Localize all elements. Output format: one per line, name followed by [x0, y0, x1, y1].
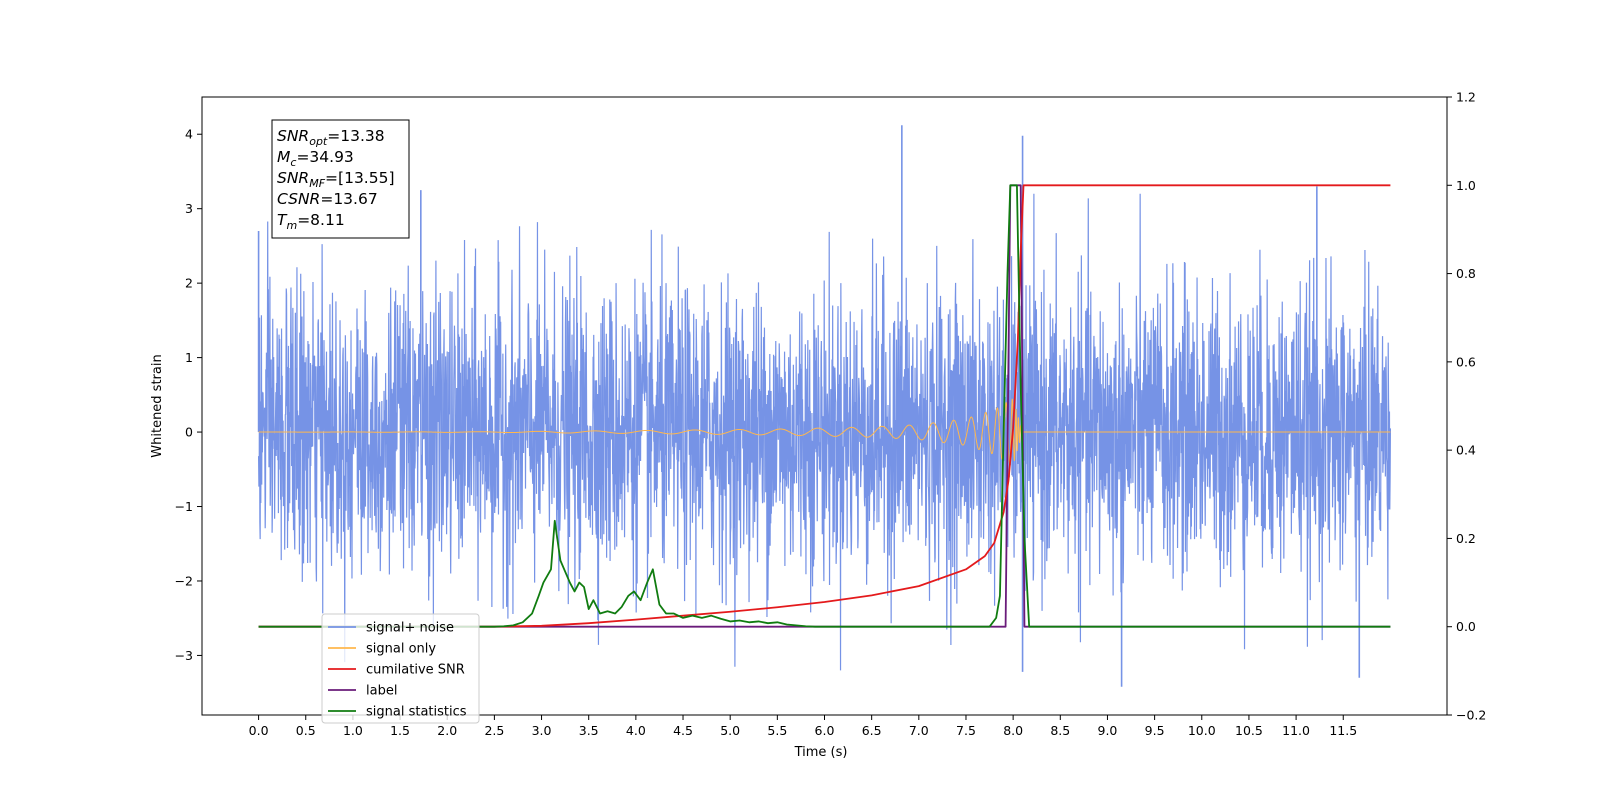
x-tick-label: 8.5 [1050, 723, 1070, 738]
x-tick-label: 6.0 [815, 723, 835, 738]
legend: signal+ noise signal only cumilative SNR la… [321, 613, 480, 724]
y-right-tick-label: 0.8 [1456, 266, 1476, 281]
x-tick-label: 6.5 [862, 723, 882, 738]
y-left-tick-label: 0 [185, 425, 193, 440]
x-tick-label: 10.0 [1188, 723, 1216, 738]
legend-label: signal+ noise [366, 621, 454, 636]
x-tick-label: 9.0 [1098, 723, 1118, 738]
x-tick-label: 1.0 [343, 723, 363, 738]
y-right-tick-label: −0.2 [1456, 708, 1486, 723]
x-tick-label: 4.0 [626, 723, 646, 738]
y-right-tick-label: 0.2 [1456, 531, 1476, 546]
x-tick-label: 5.5 [767, 723, 787, 738]
series-layer [257, 125, 1392, 687]
y-right-tick-label: 0.4 [1456, 443, 1476, 458]
y-left-tick-label: 4 [185, 127, 193, 142]
x-tick-label: 0.5 [296, 723, 316, 738]
annotation-line: Mc=34.93 [277, 148, 354, 169]
y-axis-label: Whitened strain [150, 354, 165, 457]
y-left-tick-label: 1 [185, 350, 193, 365]
y-left-tick-label: −3 [175, 648, 193, 663]
x-tick-label: 2.0 [437, 723, 457, 738]
annotation-line: SNRopt=13.38 [277, 127, 385, 148]
annotation-frame [271, 119, 410, 239]
y-left-tick-label: −1 [175, 499, 193, 514]
stats-annotation: SNRopt=13.38Mc=34.93SNRMF=[13.55]CSNR=13… [271, 119, 410, 239]
y-left-tick-label: 2 [185, 276, 193, 291]
series-signal-noise-line [257, 193, 1392, 671]
legend-label: signal only [366, 642, 436, 657]
x-tick-label: 7.0 [909, 723, 929, 738]
x-tick-label: 3.0 [532, 723, 552, 738]
x-tick-label: 11.5 [1329, 723, 1357, 738]
x-tick-label: 11.0 [1282, 723, 1310, 738]
x-tick-label: 2.5 [484, 723, 504, 738]
x-tick-label: 1.5 [390, 723, 410, 738]
series-signal-statistics-line [258, 184, 1391, 628]
x-tick-label: 8.0 [1003, 723, 1023, 738]
x-tick-label: 4.5 [673, 723, 693, 738]
series-signal-only-line [258, 398, 1391, 465]
y-axis-right: −0.2 0.0 0.2 0.4 0.6 0.8 1.0 1.2 [1447, 90, 1486, 723]
y-left-tick-label: 3 [185, 201, 193, 216]
x-tick-label: 7.5 [956, 723, 976, 738]
x-tick-label: 9.5 [1145, 723, 1165, 738]
legend-label: label [366, 684, 397, 699]
x-tick-label: 3.5 [579, 723, 599, 738]
annotation-line: CSNR=13.67 [277, 190, 378, 208]
legend-frame [321, 613, 480, 724]
legend-label: signal statistics [366, 705, 467, 720]
x-axis-label: Time (s) [794, 745, 848, 760]
annotation-line: Tm=8.11 [277, 211, 345, 232]
x-tick-label: 0.0 [249, 723, 269, 738]
y-right-tick-label: 0.6 [1456, 354, 1476, 369]
x-tick-label: 10.5 [1235, 723, 1263, 738]
x-tick-label: 5.0 [720, 723, 740, 738]
annotation-line: SNRMF=[13.55] [277, 169, 395, 190]
y-axis-left: −3 −2 −1 0 1 2 3 4 [175, 127, 202, 663]
y-left-tick-label: −2 [175, 573, 193, 588]
legend-label: cumilative SNR [366, 663, 465, 678]
y-right-tick-label: 0.0 [1456, 619, 1476, 634]
y-right-tick-label: 1.0 [1456, 178, 1476, 193]
y-right-tick-label: 1.2 [1456, 90, 1476, 105]
